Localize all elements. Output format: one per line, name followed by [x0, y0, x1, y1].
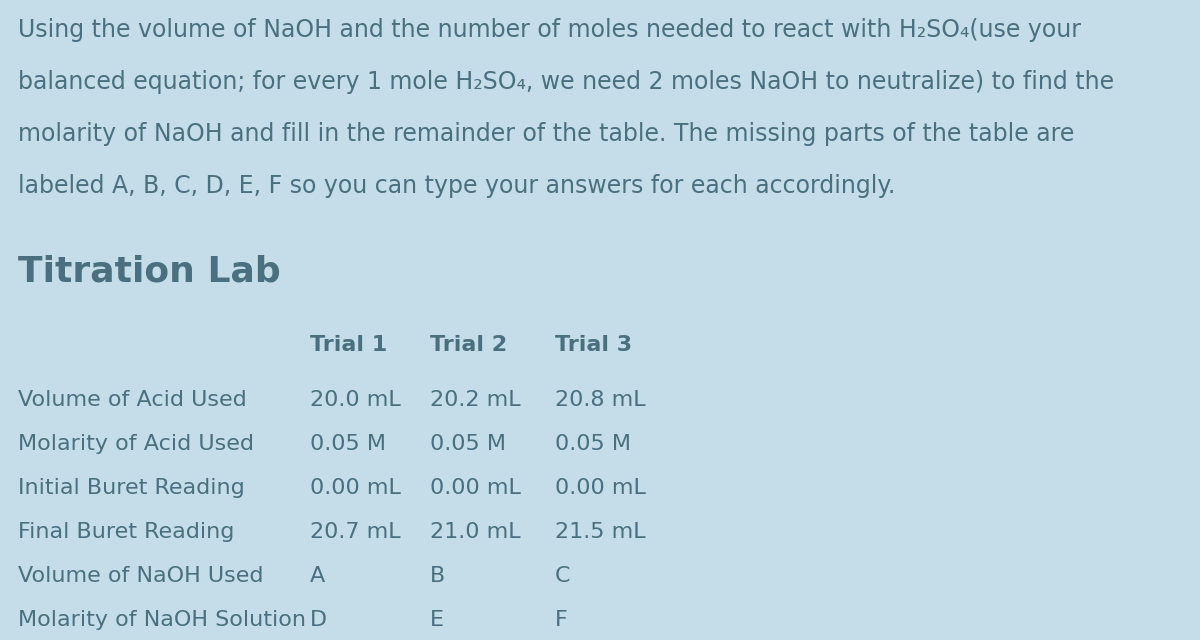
Text: Volume of Acid Used: Volume of Acid Used — [18, 390, 247, 410]
Text: 0.00 mL: 0.00 mL — [430, 478, 521, 498]
Text: 21.0 mL: 21.0 mL — [430, 522, 521, 542]
Text: Trial 2: Trial 2 — [430, 335, 508, 355]
Text: F: F — [554, 610, 568, 630]
Text: balanced equation; for every 1 mole H₂SO₄, we need 2 moles NaOH to neutralize) t: balanced equation; for every 1 mole H₂SO… — [18, 70, 1114, 94]
Text: Volume of NaOH Used: Volume of NaOH Used — [18, 566, 264, 586]
Text: 0.05 M: 0.05 M — [554, 434, 631, 454]
Text: 20.7 mL: 20.7 mL — [310, 522, 401, 542]
Text: Using the volume of NaOH and the number of moles needed to react with H₂SO₄(use : Using the volume of NaOH and the number … — [18, 18, 1081, 42]
Text: A: A — [310, 566, 325, 586]
Text: Initial Buret Reading: Initial Buret Reading — [18, 478, 245, 498]
Text: D: D — [310, 610, 328, 630]
Text: 0.00 mL: 0.00 mL — [554, 478, 646, 498]
Text: Final Buret Reading: Final Buret Reading — [18, 522, 234, 542]
Text: Molarity of Acid Used: Molarity of Acid Used — [18, 434, 254, 454]
Text: labeled A, B, C, D, E, F so you can type your answers for each accordingly.: labeled A, B, C, D, E, F so you can type… — [18, 174, 895, 198]
Text: Titration Lab: Titration Lab — [18, 255, 281, 289]
Text: 20.0 mL: 20.0 mL — [310, 390, 401, 410]
Text: 21.5 mL: 21.5 mL — [554, 522, 646, 542]
Text: molarity of NaOH and fill in the remainder of the table. The missing parts of th: molarity of NaOH and fill in the remaind… — [18, 122, 1074, 146]
Text: B: B — [430, 566, 445, 586]
Text: 0.05 M: 0.05 M — [430, 434, 506, 454]
Text: 0.05 M: 0.05 M — [310, 434, 386, 454]
Text: 20.8 mL: 20.8 mL — [554, 390, 646, 410]
Text: Trial 1: Trial 1 — [310, 335, 388, 355]
Text: E: E — [430, 610, 444, 630]
Text: C: C — [554, 566, 570, 586]
Text: Trial 3: Trial 3 — [554, 335, 632, 355]
Text: 0.00 mL: 0.00 mL — [310, 478, 401, 498]
Text: Molarity of NaOH Solution: Molarity of NaOH Solution — [18, 610, 306, 630]
Text: 20.2 mL: 20.2 mL — [430, 390, 521, 410]
